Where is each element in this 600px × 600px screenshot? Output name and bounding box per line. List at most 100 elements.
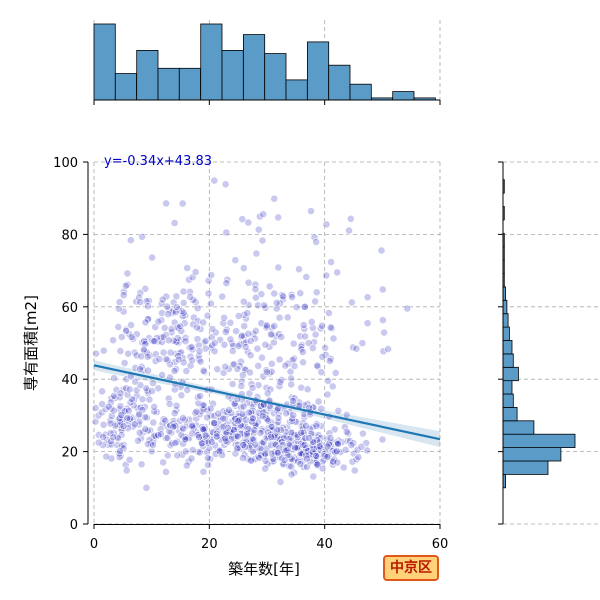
right-histogram-bar: [502, 366, 519, 382]
scatter-point: [146, 351, 154, 360]
scatter-point: [160, 323, 169, 332]
scatter-point: [142, 348, 151, 357]
scatter-point: [183, 264, 192, 272]
scatter-point: [287, 374, 295, 383]
scatter-point: [328, 382, 337, 391]
scatter-point: [254, 301, 262, 310]
scatter-point: [282, 446, 291, 454]
scatter-point: [226, 318, 235, 327]
scatter-point: [238, 409, 247, 418]
scatter-point: [109, 433, 118, 442]
scatter-point: [226, 335, 235, 344]
scatter-point: [102, 452, 111, 461]
scatter-point: [130, 420, 139, 429]
scatter-point: [116, 347, 125, 355]
scatter-point: [238, 454, 247, 462]
scatter-point: [206, 404, 215, 413]
scatter-point: [143, 440, 152, 449]
scatter-point: [116, 447, 124, 455]
scatter-point: [195, 448, 204, 457]
scatter-point: [251, 285, 260, 294]
scatter-point: [243, 309, 252, 317]
scatter-point: [150, 402, 159, 411]
scatter-point: [325, 357, 334, 365]
scatter-point: [135, 293, 143, 302]
scatter-point: [213, 365, 222, 374]
scatter-point: [238, 331, 246, 340]
scatter-point: [254, 225, 263, 234]
scatter-point: [270, 289, 279, 298]
scatter-point: [234, 312, 243, 320]
scatter-point: [114, 322, 123, 331]
scatter-point: [307, 207, 315, 215]
scatter-point: [296, 289, 305, 298]
scatter-point: [275, 313, 284, 322]
right-histogram-bar: [502, 299, 508, 315]
scatter-point: [172, 303, 181, 311]
scatter-point: [253, 344, 262, 353]
scatter-point: [265, 282, 274, 291]
scatter-point: [275, 444, 284, 453]
scatter-point: [228, 380, 237, 388]
scatter-point: [248, 383, 257, 392]
scatter-point: [314, 397, 323, 406]
scatter-point: [192, 407, 201, 416]
scatter-point: [296, 459, 305, 468]
scatter-point: [229, 360, 238, 369]
scatter-point: [313, 361, 321, 370]
x-tick-label: 20: [201, 537, 218, 552]
scatter-point: [151, 357, 160, 365]
scatter-point: [267, 449, 276, 458]
scatter-point: [378, 316, 387, 324]
scatter-point: [313, 460, 322, 469]
top-histogram-bar: [264, 53, 287, 101]
scatter-point: [260, 301, 268, 310]
top-histogram-bar: [157, 67, 180, 101]
scatter-point: [99, 441, 107, 449]
scatter-point: [156, 430, 165, 438]
regression-line-group: [93, 364, 441, 441]
scatter-point: [110, 374, 118, 382]
scatter-point: [149, 418, 158, 427]
scatter-point: [158, 370, 166, 379]
scatter-point: [267, 432, 276, 441]
scatter-point: [107, 437, 115, 446]
scatter-point: [345, 226, 353, 235]
scatter-point: [211, 450, 220, 458]
scatter-point: [295, 265, 303, 274]
axes: 0 20 40 60 0 20 40 60 80 100: [53, 156, 448, 552]
scatter-point: [233, 432, 242, 441]
scatter-point: [237, 403, 246, 412]
scatter-point: [173, 334, 182, 342]
scatter-point: [148, 441, 157, 449]
scatter-point: [162, 199, 170, 208]
scatter-point: [181, 435, 190, 444]
scatter-point: [178, 423, 187, 432]
y-axis-title: 専有面積[m2]: [22, 295, 40, 391]
scatter-point: [148, 387, 156, 395]
scatter-point: [148, 253, 156, 262]
scatter-point: [239, 297, 248, 306]
top-histogram-bar: [392, 91, 415, 101]
scatter-point: [177, 431, 186, 440]
scatter-point: [179, 439, 187, 448]
right-histogram-bar: [502, 433, 576, 449]
scatter-point: [183, 385, 192, 394]
scatter-point: [168, 307, 177, 316]
scatter-point: [231, 414, 240, 423]
scatter-point: [326, 434, 335, 443]
scatter-point: [286, 367, 295, 376]
scatter-point: [200, 368, 209, 376]
scatter-point: [292, 303, 301, 312]
scatter-point: [233, 364, 242, 373]
scatter-point: [281, 361, 290, 370]
scatter-point: [223, 438, 232, 447]
scatter-point: [309, 472, 318, 481]
scatter-point: [170, 219, 179, 227]
scatter-point: [207, 438, 216, 446]
scatter-point: [239, 264, 248, 273]
scatter-point: [273, 449, 282, 457]
scatter-point: [197, 439, 206, 448]
scatter-point: [206, 299, 215, 308]
scatter-point: [179, 287, 188, 296]
